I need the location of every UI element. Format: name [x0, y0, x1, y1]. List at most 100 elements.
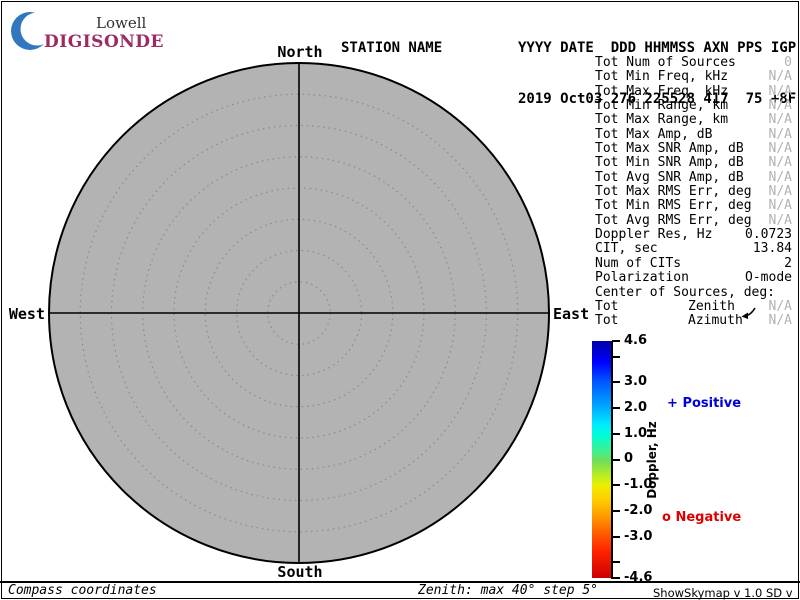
stat-label: Tot	[595, 298, 619, 314]
legend-negative: o Negative	[662, 510, 741, 525]
colorbar-tick-label: 4.6	[624, 333, 648, 348]
stat-row-min-freq: Tot Min Freq, kHz N/A	[595, 69, 792, 85]
plus-icon: +	[667, 396, 678, 411]
stat-label: Tot Min RMS Err, deg	[595, 198, 752, 214]
stat-row-max-range: Tot Max Range, km N/A	[595, 112, 792, 128]
stat-label: Tot Num of Sources	[595, 55, 736, 70]
colorbar-tick	[612, 459, 620, 461]
crescent-icon	[11, 12, 54, 50]
colorbar-tick-label: 0	[624, 451, 634, 466]
circle-icon: o	[662, 510, 671, 525]
colorbar-tick-label: -1.0	[624, 477, 653, 492]
colorbar-tick	[612, 536, 620, 538]
stat-value: N/A	[768, 126, 792, 142]
stat-row-min-rms: Tot Min RMS Err, deg N/A	[595, 198, 792, 214]
colorbar-tick	[612, 561, 620, 563]
stat-value: N/A	[768, 169, 792, 185]
colorbar-tick	[612, 510, 620, 512]
stat-value: N/A	[768, 69, 792, 85]
stat-sublabel: Azimuth	[688, 313, 743, 329]
colorbar-tick-label: 2.0	[624, 400, 648, 415]
stat-sublabel: Zenith	[688, 298, 735, 314]
stat-row-max-snr: Tot Max SNR Amp, dB N/A	[595, 141, 792, 157]
colorbar-axis-title: Doppler, Hz	[645, 421, 659, 499]
stat-value: N/A	[768, 212, 792, 228]
footer-separator	[0, 581, 800, 583]
compass-label-north: North	[277, 43, 323, 61]
stat-label: Center of Sources, deg:	[595, 284, 776, 300]
mouse-cursor-icon	[741, 307, 756, 319]
stat-row-max-rms: Tot Max RMS Err, deg N/A	[595, 184, 792, 200]
stat-row-zenith: Tot Zenith N/A	[595, 298, 792, 314]
stat-label: Tot	[595, 313, 619, 329]
stat-label: Polarization	[595, 270, 689, 286]
stat-row-avg-rms: Tot Avg RMS Err, deg N/A	[595, 212, 792, 228]
stat-row-avg-snr: Tot Avg SNR Amp, dB N/A	[595, 169, 792, 185]
colorbar-tick	[612, 381, 620, 383]
stat-value: N/A	[768, 141, 792, 157]
stat-value: N/A	[768, 155, 792, 171]
legend-negative-label: Negative	[675, 510, 742, 525]
colorbar-tick	[612, 407, 620, 409]
stat-label: Tot Max RMS Err, deg	[595, 184, 752, 200]
zenith-scale-note: Zenith: max 40° step 5°	[418, 583, 599, 598]
stat-value: N/A	[768, 198, 792, 214]
stat-label: Tot Min Freq, kHz	[595, 69, 729, 85]
stat-value: O-mode	[745, 270, 792, 286]
stat-label: Num of CITs	[595, 255, 682, 271]
legend-positive-label: Positive	[682, 396, 742, 411]
digisonde-logo: Lowell DIGISONDE	[10, 8, 190, 56]
stat-value: 13.84	[752, 241, 792, 257]
stat-row-azimuth: Tot Azimuth N/A	[595, 313, 792, 329]
stat-value: 0.0723	[745, 227, 792, 243]
stat-label: Tot Max Freq, kHz	[595, 83, 729, 99]
legend-positive: + Positive	[667, 396, 741, 411]
colorbar-tick-label: -2.0	[624, 503, 653, 518]
colorbar-tick	[612, 484, 620, 486]
stat-label: Tot Max Amp, dB	[595, 126, 713, 142]
colorbar-tick	[612, 356, 620, 358]
stat-label: Tot Max Range, km	[595, 112, 729, 128]
colorbar-tick	[612, 340, 620, 342]
stat-value: N/A	[768, 98, 792, 114]
stat-label: Tot Avg SNR Amp, dB	[595, 169, 744, 185]
stat-value: N/A	[768, 298, 792, 314]
stat-row-min-range: Tot Min Range, km N/A	[595, 98, 792, 114]
compass-label-west: West	[8, 305, 45, 323]
stat-label: Tot Min Range, km	[595, 98, 729, 114]
skymap-polar-plot	[48, 62, 550, 564]
colorbar-tick-label: 1.0	[624, 426, 648, 441]
compass-label-east: East	[553, 305, 590, 323]
stat-label: Tot Min SNR Amp, dB	[595, 155, 744, 171]
stat-row-num-cits: Num of CITs 2	[595, 255, 792, 271]
stat-label: CIT, sec	[595, 241, 658, 257]
station-header: STATION NAME YYYY DATE DDD HHMMSS AXN PP…	[341, 6, 796, 142]
stat-value: 0	[784, 55, 792, 70]
stat-value: N/A	[768, 83, 792, 99]
stat-value: N/A	[768, 184, 792, 200]
compass-label-south: South	[277, 563, 323, 581]
stat-label: Doppler Res, Hz	[595, 227, 713, 243]
stat-row-center-heading: Center of Sources, deg:	[595, 284, 792, 300]
doppler-colorbar	[592, 341, 612, 578]
colorbar-tick-label: -3.0	[624, 529, 653, 544]
stat-row-max-amp: Tot Max Amp, dB N/A	[595, 126, 792, 142]
colorbar-tick-label: 3.0	[624, 374, 648, 389]
crosshair-axes	[49, 63, 549, 563]
version-info: ShowSkymap v 1.0 SD v 4.2	[653, 586, 793, 600]
stat-value: N/A	[768, 313, 792, 329]
station-header-columns: STATION NAME YYYY DATE DDD HHMMSS AXN PP…	[341, 40, 797, 56]
stat-label: Tot Max SNR Amp, dB	[595, 141, 744, 157]
logo-text-lowell: Lowell	[96, 14, 147, 32]
stat-row-max-freq: Tot Max Freq, kHz N/A	[595, 83, 792, 99]
coordinates-note: Compass coordinates	[8, 583, 157, 598]
stat-row-cit: CIT, sec 13.84	[595, 241, 792, 257]
colorbar-tick	[612, 433, 620, 435]
stat-row-polarization: Polarization O-mode	[595, 270, 792, 286]
stat-label: Tot Avg RMS Err, deg	[595, 212, 752, 228]
logo-text-digisonde: DIGISONDE	[44, 32, 164, 52]
stat-row-num-sources: Tot Num of Sources 0	[595, 55, 792, 70]
stat-value: 2	[784, 255, 792, 271]
stat-value: N/A	[768, 112, 792, 128]
